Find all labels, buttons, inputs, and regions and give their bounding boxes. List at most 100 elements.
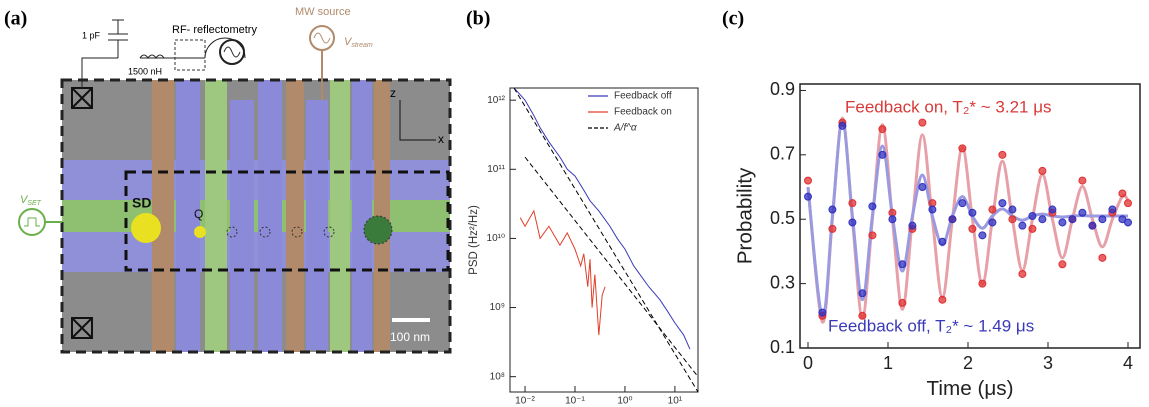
data-point — [1124, 199, 1132, 208]
x-axis-label: Time (μs) — [927, 377, 1014, 400]
data-point — [888, 215, 897, 224]
data-point — [804, 176, 812, 185]
data-point — [918, 118, 927, 127]
data-point — [1088, 221, 1097, 230]
v-subscript: SET — [27, 200, 41, 207]
data-point — [898, 298, 907, 307]
y-tick-label: 0.3 — [770, 272, 795, 292]
x-tick-label: 10⁰ — [617, 396, 632, 407]
data-point — [1058, 218, 1067, 227]
data-point — [998, 150, 1007, 159]
data-point — [838, 121, 847, 130]
annotation: Feedback on, T₂* ~ 3.21 μs — [845, 97, 1052, 116]
panel-label: (a) — [4, 8, 27, 30]
data-point — [858, 311, 867, 320]
y-tick-label: 10¹⁰ — [487, 233, 505, 244]
data-point — [1018, 221, 1027, 230]
panel-label: (c) — [722, 8, 744, 30]
data-point — [938, 237, 947, 246]
mw-source-label: MW source — [295, 6, 351, 18]
v-symbol: V — [344, 36, 353, 48]
axis-x-label: x — [438, 132, 444, 146]
reflectometry-label: RF- reflectometry — [172, 24, 257, 36]
data-point — [1108, 205, 1117, 214]
data-line — [513, 87, 699, 393]
v-set-label: VSET — [20, 194, 42, 207]
y-tick-label: 0.7 — [770, 144, 795, 164]
data-point — [858, 289, 867, 298]
y-axis-label: Probability — [733, 167, 756, 264]
x-tick-label: 10⁻¹ — [565, 396, 585, 407]
data-point — [1124, 218, 1132, 227]
y-tick-label: 10⁹ — [490, 302, 505, 313]
data-point — [958, 144, 967, 153]
data-point — [1118, 189, 1127, 198]
data-point — [938, 295, 947, 304]
q-label: Q — [194, 207, 203, 221]
data-point — [958, 199, 967, 208]
x-tick-label: 0 — [803, 353, 813, 373]
data-point — [988, 218, 997, 227]
y-tick-label: 0.9 — [770, 79, 795, 99]
annotation: Feedback off, T₂* ~ 1.49 μs — [828, 316, 1034, 335]
data-point — [878, 150, 887, 159]
data-point — [978, 279, 987, 288]
data-point — [1038, 215, 1047, 224]
legend-label: Feedback off — [614, 91, 672, 102]
x-tick-label: 10⁻² — [515, 396, 535, 407]
data-point — [848, 218, 857, 227]
x-tick-label: 10¹ — [668, 396, 683, 407]
data-point — [1078, 208, 1087, 217]
data-point — [918, 183, 927, 192]
legend-label: Feedback on — [614, 107, 672, 118]
data-point — [1098, 215, 1107, 224]
data-point — [968, 208, 977, 217]
data-point — [848, 199, 857, 208]
y-tick-label: 10¹² — [487, 95, 505, 106]
x-tick-label: 1 — [883, 353, 893, 373]
v-stream-label: Vstream — [344, 36, 373, 49]
inductor-label: 1500 nH — [128, 66, 162, 76]
data-point — [1028, 224, 1037, 233]
data-point — [908, 221, 917, 230]
data-point — [1008, 215, 1017, 224]
data-point — [968, 224, 977, 233]
panel-label: (b) — [466, 8, 490, 30]
y-tick-label: 0.1 — [770, 337, 795, 357]
data-point — [1048, 205, 1057, 214]
x-tick-label: 4 — [1123, 353, 1133, 373]
v-subscript: stream — [351, 42, 373, 49]
data-point — [1008, 205, 1017, 214]
y-tick-label: 10⁸ — [490, 371, 505, 382]
sd-label: SD — [132, 195, 151, 211]
axis-z-label: z — [390, 86, 396, 100]
data-point — [868, 231, 877, 240]
data-point — [898, 260, 907, 269]
data-point — [878, 125, 887, 134]
data-line — [519, 209, 606, 336]
data-point — [978, 231, 987, 240]
data-point — [1038, 166, 1047, 175]
plot-frame — [509, 87, 699, 393]
data-line — [806, 119, 1128, 319]
device-image — [18, 19, 452, 354]
data-point — [828, 205, 837, 214]
data-point — [1068, 215, 1077, 224]
data-line — [524, 156, 699, 377]
scale-bar-label: 100 nm — [390, 330, 430, 344]
data-point — [1028, 212, 1037, 220]
y-tick-label: 10¹¹ — [487, 164, 505, 175]
capacitor-label: 1 pF — [82, 30, 101, 40]
data-point — [818, 308, 827, 317]
data-point — [948, 215, 957, 224]
data-line — [513, 87, 691, 350]
data-point — [828, 224, 837, 233]
v-symbol: V — [20, 194, 29, 206]
x-tick-label: 2 — [963, 353, 973, 373]
x-tick-label: 3 — [1043, 353, 1053, 373]
data-point — [1058, 260, 1067, 269]
data-point — [804, 192, 812, 201]
y-tick-label: 0.5 — [770, 208, 795, 228]
